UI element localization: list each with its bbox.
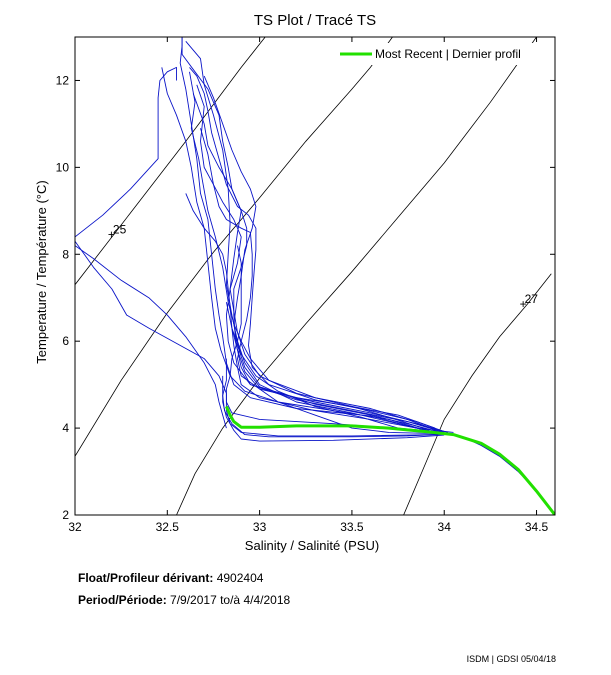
profile-line-p1 bbox=[179, 37, 445, 435]
isopycnal-line-1 bbox=[75, 37, 393, 457]
isopycnal-label-27: 27 bbox=[525, 292, 539, 306]
x-tick-label: 33.5 bbox=[340, 520, 364, 534]
y-tick-label: 10 bbox=[56, 160, 70, 174]
profile-line-p8 bbox=[200, 128, 449, 433]
profile-line-p10 bbox=[225, 245, 445, 433]
x-tick-label: 34.5 bbox=[525, 520, 549, 534]
plot-frame bbox=[74, 36, 556, 516]
period-label: Period/Période: bbox=[78, 593, 167, 607]
profile-line-p2 bbox=[185, 41, 436, 433]
x-tick-label: 34 bbox=[438, 520, 452, 534]
period-start: 7/9/2017 bbox=[170, 593, 217, 607]
period-end: 4/4/2018 bbox=[243, 593, 291, 607]
plot-content: +25+27 bbox=[75, 37, 555, 515]
y-tick-label: 4 bbox=[62, 421, 69, 435]
chart-title: TS Plot / Tracé TS bbox=[254, 12, 376, 29]
float-value: 4902404 bbox=[216, 571, 264, 585]
x-tick-label: 32 bbox=[68, 520, 82, 534]
float-info: Float/Profileur dérivant: 4902404 bbox=[78, 571, 263, 585]
profile-line-p4 bbox=[189, 71, 441, 433]
profile-line-p16 bbox=[75, 66, 177, 238]
profile-line-p19 bbox=[181, 37, 436, 429]
x-axis-label: Salinity / Salinité (PSU) bbox=[245, 538, 379, 553]
period-info: Period/Période: 7/9/2017 to/à 4/4/2018 bbox=[78, 593, 290, 607]
profile-line-p17 bbox=[75, 245, 227, 429]
isopycnal-line-27 bbox=[403, 273, 552, 515]
y-tick-label: 2 bbox=[62, 508, 69, 522]
profile-line-p15 bbox=[75, 240, 445, 437]
most-recent-profile-line bbox=[225, 405, 555, 515]
x-tick-label: 32.5 bbox=[156, 520, 180, 534]
axes: 32 32.5 33 33.5 34 34.5 2 4 6 8 10 12 bbox=[56, 36, 556, 534]
y-axis-label: Temperature / Température (°C) bbox=[34, 180, 49, 363]
y-tick-label: 6 bbox=[62, 334, 69, 348]
period-separator: to/à bbox=[220, 593, 241, 607]
x-tick-label: 33 bbox=[253, 520, 267, 534]
isopycnal-label-25: 25 bbox=[113, 223, 127, 237]
legend-label: Most Recent | Dernier profil bbox=[375, 47, 521, 61]
float-label: Float/Profileur dérivant: bbox=[78, 571, 214, 585]
profile-line-p3 bbox=[161, 67, 426, 431]
y-tick-label: 8 bbox=[62, 247, 69, 261]
isopycnal-line-2 bbox=[176, 37, 537, 515]
profile-line-p18 bbox=[189, 67, 445, 433]
legend: Most Recent | Dernier profil bbox=[330, 43, 552, 65]
isopycnal-marker: + bbox=[108, 228, 115, 242]
y-tick-label: 12 bbox=[56, 73, 70, 87]
legend-box bbox=[330, 43, 552, 65]
footer-credit: ISDM | GDSI 05/04/18 bbox=[466, 654, 556, 664]
profile-line-p13 bbox=[231, 327, 445, 435]
profile-line-tail bbox=[444, 433, 555, 515]
plot-area: +25+27 bbox=[75, 37, 555, 515]
isopycnal-marker: + bbox=[520, 297, 527, 311]
